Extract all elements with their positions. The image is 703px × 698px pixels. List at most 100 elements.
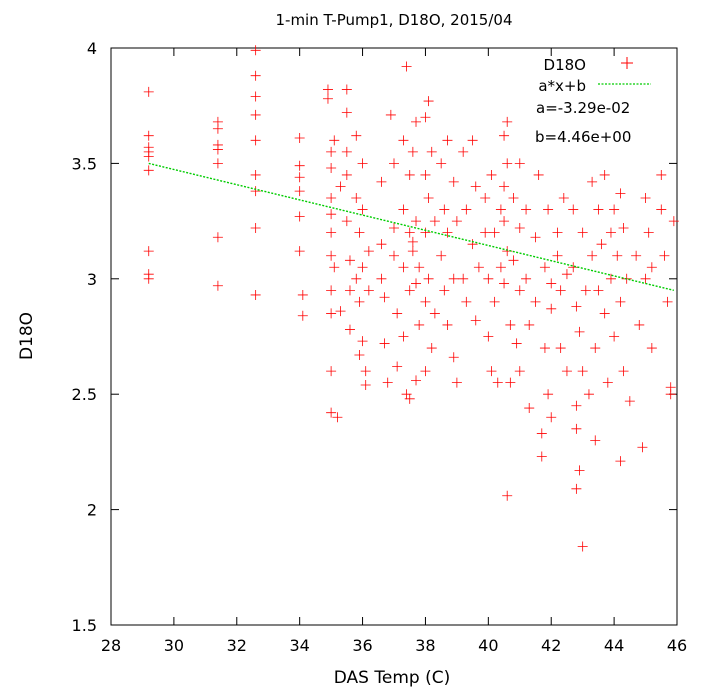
data-point — [508, 255, 519, 266]
data-point — [489, 296, 500, 307]
data-point — [637, 442, 648, 453]
data-point — [624, 396, 635, 407]
data-point — [631, 250, 642, 261]
data-point — [329, 262, 340, 273]
data-point — [344, 324, 355, 335]
data-point — [618, 223, 629, 234]
data-point — [609, 204, 620, 215]
data-point — [143, 151, 154, 162]
data-point — [357, 262, 368, 273]
x-tick-label: 42 — [541, 636, 561, 655]
data-point — [351, 130, 362, 141]
data-point — [451, 377, 462, 388]
data-point — [543, 389, 554, 400]
data-point — [212, 280, 223, 291]
data-point — [555, 285, 566, 296]
data-point — [602, 377, 613, 388]
data-point — [407, 236, 418, 247]
data-point — [407, 246, 418, 257]
data-point — [524, 403, 535, 414]
fit-line-layer — [148, 162, 675, 292]
data-point — [398, 135, 409, 146]
data-point — [609, 331, 620, 342]
legend-label-fit: a*x+b — [538, 77, 586, 95]
data-point — [351, 193, 362, 204]
data-point — [499, 181, 510, 192]
data-point — [546, 412, 557, 423]
data-point — [250, 223, 261, 234]
data-point — [590, 435, 601, 446]
data-point — [458, 273, 469, 284]
x-axis-label: DAS Temp (C) — [334, 668, 450, 688]
data-point — [659, 250, 670, 261]
data-point — [470, 315, 481, 326]
data-point — [250, 169, 261, 180]
data-point — [546, 278, 557, 289]
x-tick-label: 36 — [352, 636, 372, 655]
data-point — [442, 319, 453, 330]
data-point — [552, 250, 563, 261]
data-point — [499, 216, 510, 227]
data-point — [360, 379, 371, 390]
data-point — [580, 285, 591, 296]
data-point — [552, 227, 563, 238]
data-point — [326, 227, 337, 238]
data-point — [143, 130, 154, 141]
x-tick-label: 46 — [667, 636, 687, 655]
data-point — [665, 389, 676, 400]
data-point — [294, 211, 305, 222]
data-point — [451, 216, 462, 227]
y-tick-label: 4 — [87, 39, 97, 58]
data-point — [423, 96, 434, 107]
data-point — [398, 331, 409, 342]
data-point — [357, 204, 368, 215]
data-point — [571, 423, 582, 434]
data-point — [571, 301, 582, 312]
data-point — [212, 232, 223, 243]
data-point — [656, 204, 667, 215]
data-point — [583, 389, 594, 400]
data-point — [250, 70, 261, 81]
y-tick-label: 3 — [87, 270, 97, 289]
data-point — [376, 239, 387, 250]
x-tick-label: 40 — [478, 636, 498, 655]
data-point — [401, 61, 412, 72]
data-point — [354, 296, 365, 307]
data-point — [322, 93, 333, 104]
data-point — [326, 146, 337, 157]
data-point — [143, 273, 154, 284]
data-point — [411, 375, 422, 386]
data-point — [212, 123, 223, 134]
data-point — [492, 377, 503, 388]
data-point — [404, 393, 415, 404]
data-point — [414, 319, 425, 330]
data-point — [605, 227, 616, 238]
data-point — [480, 193, 491, 204]
data-point — [423, 193, 434, 204]
data-point — [212, 158, 223, 169]
data-point — [250, 45, 261, 56]
data-point — [341, 84, 352, 95]
axis-ticks: 28 30 32 34 36 38 40 42 44 46 1.5 2 2.5 3 3.5 4 — [72, 39, 688, 655]
data-point — [426, 146, 437, 157]
data-point — [473, 262, 484, 273]
data-point — [420, 112, 431, 123]
data-point — [392, 361, 403, 372]
data-point — [329, 135, 340, 146]
data-point — [511, 338, 522, 349]
data-point — [587, 176, 598, 187]
data-point — [344, 285, 355, 296]
data-point — [530, 296, 541, 307]
data-point — [354, 349, 365, 360]
x-tick-label: 44 — [604, 636, 624, 655]
data-point — [615, 296, 626, 307]
data-point — [335, 181, 346, 192]
data-point — [646, 343, 657, 354]
data-point — [543, 204, 554, 215]
data-point — [411, 116, 422, 127]
data-point — [420, 227, 431, 238]
data-point — [668, 216, 679, 227]
data-point — [505, 377, 516, 388]
fit-line — [148, 162, 675, 292]
data-point — [294, 172, 305, 183]
